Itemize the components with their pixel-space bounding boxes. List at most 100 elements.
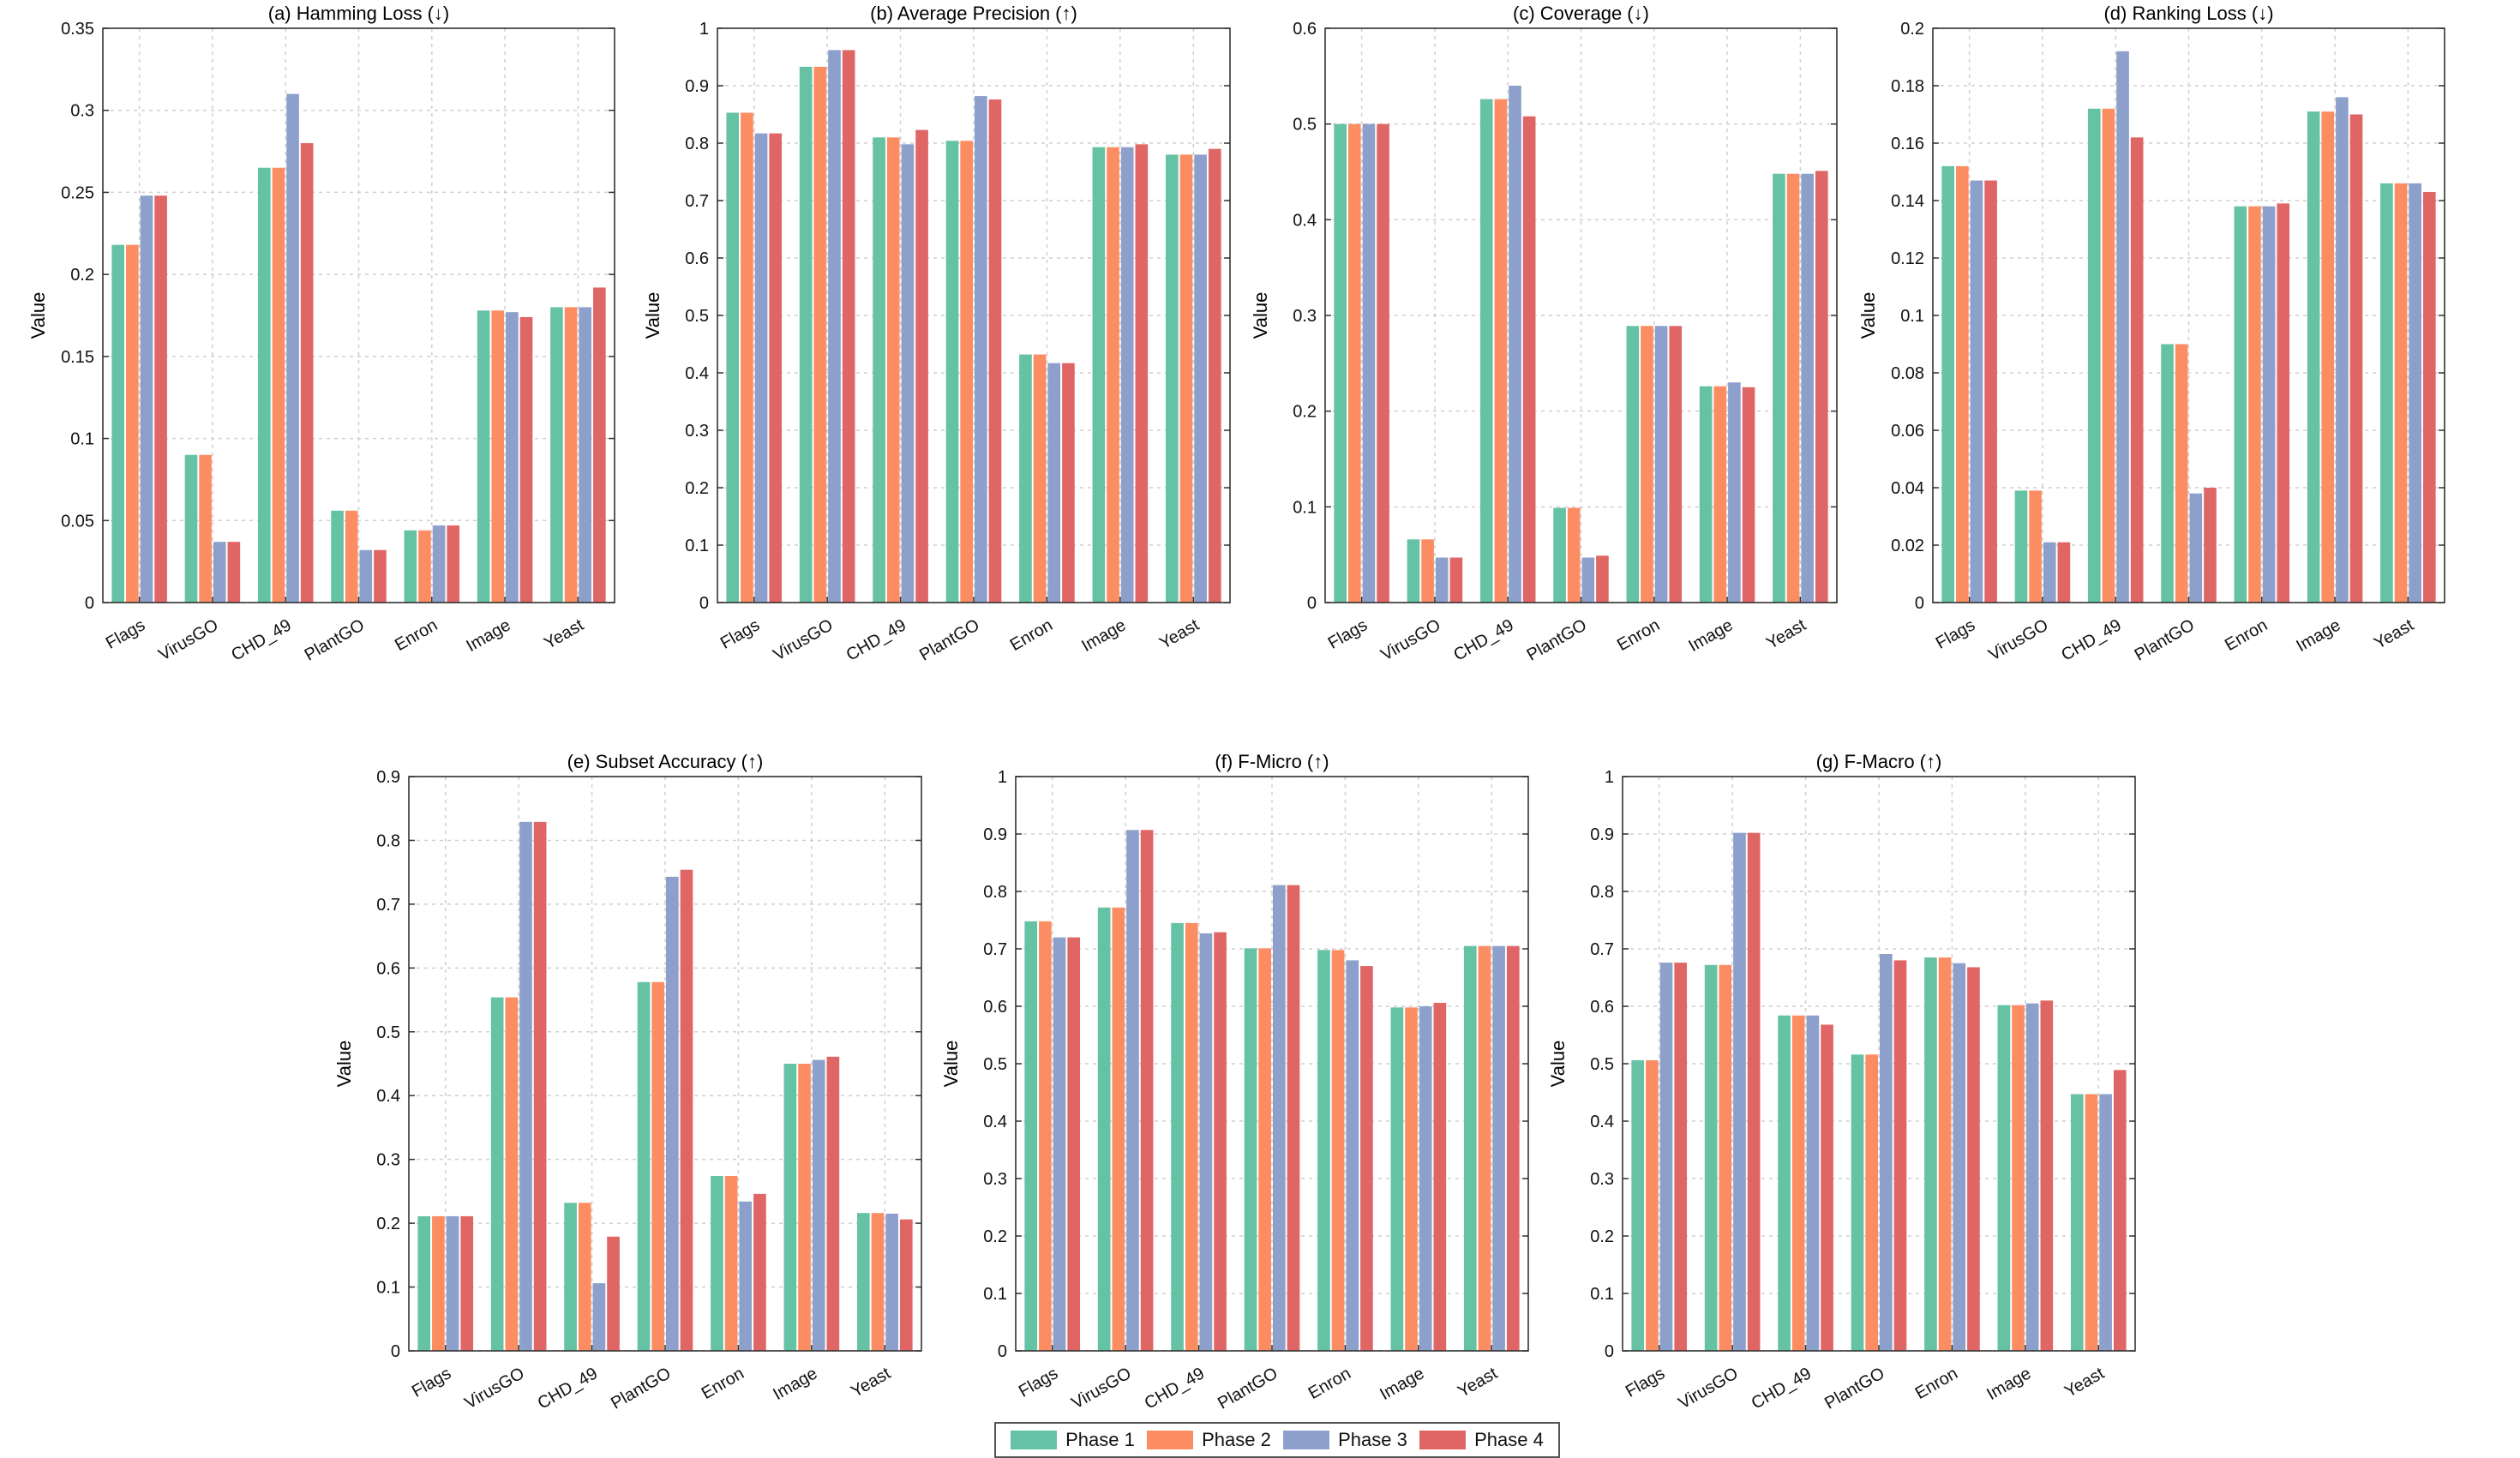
bar-image-phase-4 (1135, 144, 1149, 603)
y-tick-label: 1 (998, 768, 1007, 787)
bar-flags-phase-3 (754, 133, 768, 603)
bar-flags-phase-2 (1039, 921, 1052, 1351)
bar-enron-phase-1 (1019, 354, 1032, 603)
bar-chd-49-phase-3 (1199, 933, 1213, 1351)
y-tick-label: 0.9 (376, 768, 400, 787)
chart-panel-5: 0 0.1 0.2 0.3 0.4 0.5 0.6 0.7 0.8 0.9 Flags VirusGO… (333, 751, 922, 1413)
bar-enron-phase-1 (1626, 326, 1640, 603)
x-tick-label: VirusGO (1377, 615, 1443, 664)
bar-yeast-phase-1 (856, 1213, 870, 1351)
bar-flags-phase-2 (1956, 165, 1969, 603)
chart-panel-7: 0 0.1 0.2 0.3 0.4 0.5 0.6 0.7 0.8 0.9 1 Flags VirusG… (1547, 751, 2136, 1413)
bar-yeast-phase-1 (1773, 173, 1785, 603)
x-tick-label: Image (1685, 615, 1736, 656)
legend-item-phase-4: Phase 4 (1419, 1429, 1544, 1451)
bar-chd-49-phase-3 (592, 1283, 606, 1351)
bar-yeast-phase-4 (592, 287, 606, 603)
legend-swatch-phase-4 (1419, 1431, 1467, 1449)
y-tick-label: 0.3 (1293, 307, 1317, 326)
y-tick-label: 0.02 (1891, 537, 1924, 555)
y-tick-label: 0.4 (376, 1087, 400, 1106)
y-tick-label: 0.6 (983, 998, 1007, 1017)
y-tick-label: 0.15 (61, 348, 94, 367)
bar-yeast-phase-4 (1506, 945, 1520, 1351)
bar-chd-49-phase-3 (1509, 86, 1521, 603)
bar-chd-49-phase-4 (1821, 1024, 1833, 1351)
bar-image-phase-3 (1728, 382, 1741, 603)
y-tick-label: 0.06 (1891, 422, 1924, 441)
bar-enron-phase-2 (1938, 957, 1952, 1351)
bar-virusgo-phase-3 (213, 542, 226, 603)
bar-yeast-phase-3 (1194, 154, 1207, 603)
x-tick-label: Enron (2222, 615, 2271, 655)
bar-enron-phase-3 (739, 1201, 753, 1351)
legend-swatch-phase-1 (1011, 1431, 1058, 1449)
y-tick-label: 0.18 (1891, 77, 1924, 96)
bar-yeast-phase-3 (579, 307, 591, 603)
x-tick-label: Flags (1325, 615, 1371, 653)
bar-flags-phase-1 (1024, 921, 1038, 1351)
chart-panel-6: 0 0.1 0.2 0.3 0.4 0.5 0.6 0.7 0.8 0.9 1 Flags VirusG… (940, 751, 1529, 1413)
bar-flags-phase-4 (154, 195, 167, 603)
chart-panel-2: 0 0.1 0.2 0.3 0.4 0.5 0.6 0.7 0.8 0.9 1 Flags VirusG… (642, 3, 1231, 665)
chart-panel-4: 0 0.02 0.04 0.06 0.08 0.1 0.12 0.14 0.16 0.18 0.2 F… (1857, 3, 2445, 665)
bar-virusgo-phase-4 (533, 821, 547, 1351)
bar-enron-phase-4 (753, 1193, 766, 1351)
bar-image-phase-3 (1120, 147, 1134, 603)
bar-virusgo-phase-3 (1435, 557, 1449, 603)
bar-flags-phase-3 (1053, 937, 1066, 1351)
bar-enron-phase-3 (1953, 963, 1966, 1351)
x-tick-label: CHD_49 (228, 615, 294, 664)
bar-virusgo-phase-3 (1733, 832, 1746, 1351)
chart-title: (e) Subset Accuracy (↑) (567, 751, 764, 772)
bar-virusgo-phase-2 (2029, 490, 2042, 603)
bar-chd-49-phase-3 (286, 93, 299, 603)
x-tick-label: CHD_49 (1450, 615, 1516, 664)
x-tick-label: CHD_49 (1142, 1364, 1208, 1413)
bar-image-phase-3 (2336, 97, 2349, 603)
y-tick-label: 0.8 (983, 883, 1007, 902)
bar-yeast-phase-3 (885, 1213, 898, 1351)
y-tick-label: 0.1 (1590, 1285, 1614, 1304)
bar-plantgo-phase-2 (345, 510, 358, 603)
x-tick-label: Flags (1623, 1364, 1668, 1401)
bar-image-phase-1 (1699, 386, 1713, 603)
bar-chd-49-phase-4 (1214, 932, 1227, 1351)
x-tick-label: Flags (103, 615, 148, 653)
x-tick-label: VirusGO (771, 615, 837, 664)
x-tick-label: VirusGO (1069, 1364, 1135, 1413)
chart-title: (d) Ranking Loss (↓) (2103, 3, 2273, 24)
bar-plantgo-phase-2 (1567, 507, 1581, 603)
chart-title: (f) F-Micro (↑) (1215, 751, 1329, 772)
y-tick-label: 0.3 (685, 422, 709, 441)
bar-flags-phase-3 (1659, 963, 1673, 1351)
y-tick-label: 0.5 (983, 1055, 1007, 1074)
bar-enron-phase-4 (2277, 203, 2290, 603)
x-tick-label: PlantGO (608, 1364, 674, 1413)
bar-flags-phase-3 (140, 195, 153, 603)
bar-virusgo-phase-4 (842, 50, 855, 603)
bar-chd-49-phase-2 (886, 137, 900, 603)
bar-enron-phase-4 (447, 525, 460, 603)
y-axis-label: Value (1857, 292, 1879, 339)
bar-chd-49-phase-2 (1791, 1015, 1805, 1351)
bar-flags-phase-4 (1984, 180, 1997, 603)
x-tick-label: Enron (699, 1364, 747, 1403)
bar-virusgo-phase-4 (2057, 542, 2071, 603)
bar-plantgo-phase-1 (2161, 344, 2174, 603)
bar-chd-49-phase-4 (607, 1236, 620, 1351)
bar-virusgo-phase-2 (199, 454, 212, 603)
y-tick-label: 0.08 (1891, 364, 1924, 383)
y-axis-label: Value (27, 292, 49, 339)
chart-title: (g) F-Macro (↑) (1816, 751, 1942, 772)
bar-yeast-phase-2 (1786, 173, 1800, 603)
y-tick-label: 0.9 (1590, 825, 1614, 844)
bar-plantgo-phase-3 (1273, 885, 1286, 1351)
y-tick-label: 0.14 (1891, 192, 1924, 211)
bar-image-phase-4 (2040, 1000, 2054, 1351)
x-tick-label: Flags (717, 615, 763, 653)
bar-chd-49-phase-2 (272, 167, 285, 603)
y-tick-label: 0.6 (685, 249, 709, 268)
x-tick-label: Yeast (1156, 615, 1203, 653)
bar-enron-phase-2 (418, 530, 431, 603)
